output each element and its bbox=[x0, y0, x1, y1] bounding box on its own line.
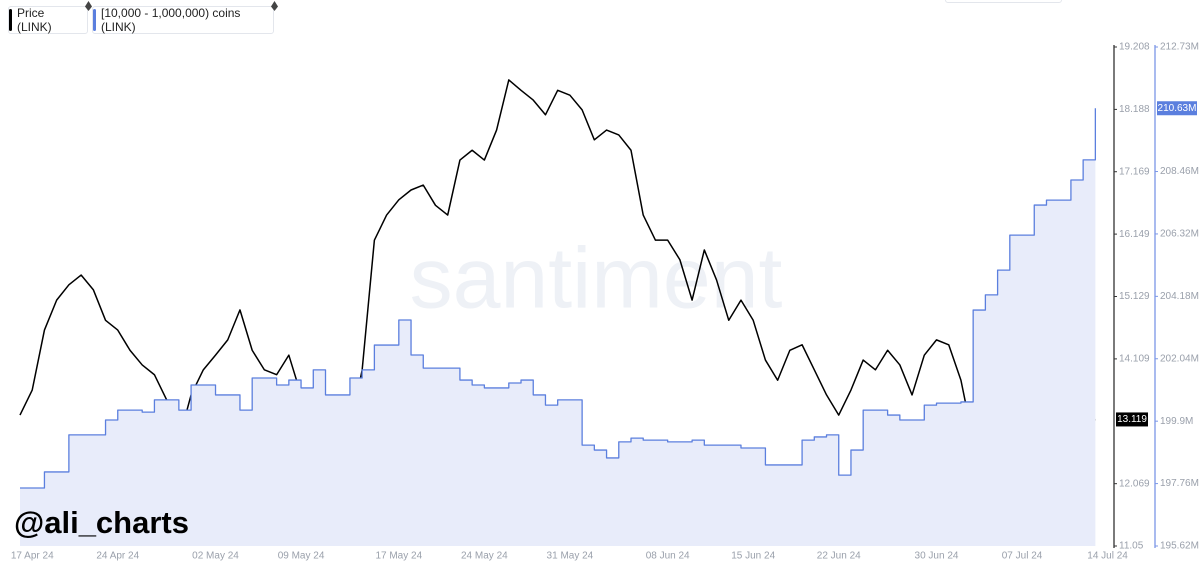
area bbox=[20, 108, 1096, 547]
x-tick-label: 09 May 24 bbox=[278, 551, 325, 562]
legend-label: [10,000 - 1,000,000) coins (LINK) bbox=[101, 6, 241, 34]
line bbox=[19, 79, 1096, 471]
x-tick-label: 08 Jun 24 bbox=[646, 551, 690, 562]
x-tick-label: 17 Apr 24 bbox=[11, 551, 54, 562]
watermark: santiment bbox=[410, 231, 783, 327]
x-tick-label: 24 May 24 bbox=[461, 551, 508, 562]
value-badge bbox=[1116, 412, 1148, 427]
legend-item[interactable]: Price (LINK) bbox=[8, 1, 92, 34]
legend-item[interactable]: [10,000 - 1,000,000) coins (LINK) bbox=[92, 1, 278, 34]
y-tick-label: 17.169 bbox=[1119, 166, 1150, 177]
y2-tick-label: 212.73M bbox=[1160, 42, 1199, 53]
y2-tick-label: 197.76M bbox=[1160, 478, 1199, 489]
line bbox=[20, 108, 1097, 489]
value-label: 13.119 bbox=[1117, 414, 1147, 425]
y-tick-label: 18.188 bbox=[1119, 104, 1150, 115]
toolbar-box bbox=[945, 0, 1062, 3]
y-tick-label: 15.129 bbox=[1119, 291, 1150, 302]
annotation: @ali_charts bbox=[14, 505, 189, 540]
y-tick-label: 14.109 bbox=[1119, 354, 1150, 365]
y2-tick-label: 199.9M bbox=[1160, 416, 1193, 427]
x-tick-label: 30 Jun 24 bbox=[915, 551, 959, 562]
x-tick-label: 14 Jul 24 bbox=[1087, 551, 1128, 562]
y2-tick-label: 208.46M bbox=[1160, 166, 1199, 177]
y2-tick-label: 202.04M bbox=[1160, 353, 1199, 364]
y-tick-label: 11.05 bbox=[1119, 541, 1144, 552]
legend-icon bbox=[271, 1, 278, 11]
value-label: 210.63M bbox=[1158, 103, 1197, 114]
x-tick-label: 07 Jul 24 bbox=[1002, 551, 1043, 562]
y-tick-label: 16.149 bbox=[1119, 229, 1150, 240]
legend-swatch bbox=[9, 9, 12, 31]
y-tick-label: 12.069 bbox=[1119, 478, 1150, 489]
legend-swatch bbox=[93, 9, 96, 31]
legend-icon bbox=[85, 1, 92, 11]
y-tick-label: 19.208 bbox=[1119, 42, 1150, 53]
x-tick-label: 17 May 24 bbox=[375, 551, 422, 562]
x-tick-label: 15 Jun 24 bbox=[731, 551, 775, 562]
x-tick-label: 31 May 24 bbox=[547, 551, 594, 562]
x-tick-label: 02 May 24 bbox=[192, 551, 239, 562]
x-tick-label: 24 Apr 24 bbox=[96, 551, 139, 562]
y2-tick-label: 204.18M bbox=[1160, 291, 1199, 302]
value-badge bbox=[1157, 101, 1197, 116]
x-tick-label: 22 Jun 24 bbox=[817, 551, 861, 562]
y2-tick-label: 206.32M bbox=[1160, 229, 1199, 240]
y2-tick-label: 195.62M bbox=[1160, 541, 1199, 552]
legend-label: Price (LINK) bbox=[17, 6, 52, 34]
